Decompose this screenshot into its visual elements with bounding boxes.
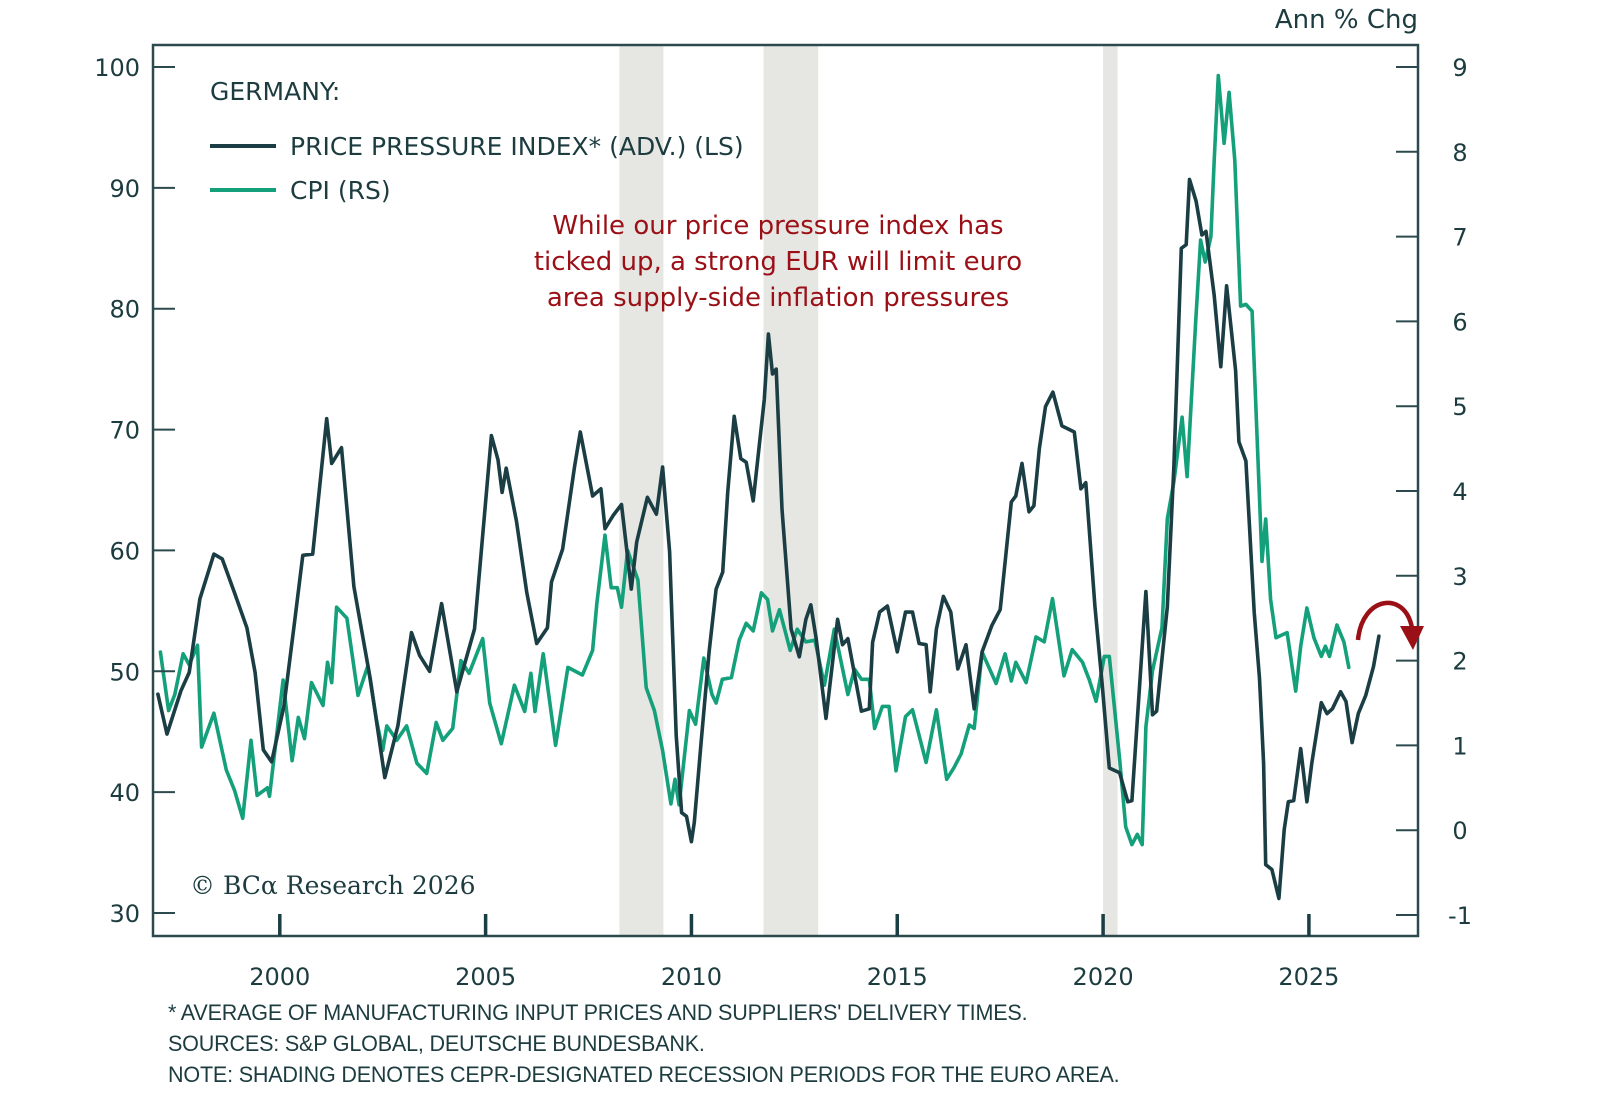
legend: GERMANY: PRICE PRESSURE INDEX* (ADV.) (L…: [210, 77, 744, 205]
left-axis: 100 90 80 70 60 50 40 30: [94, 54, 175, 928]
series-line-cpi: [158, 73, 1351, 847]
left-tick-label: 50: [109, 658, 140, 686]
legend-label-cpi: CPI (RS): [290, 176, 391, 205]
legend-label-ppi: PRICE PRESSURE INDEX* (ADV.) (LS): [290, 132, 744, 161]
annotation-line-3: area supply-side inflation pressures: [547, 283, 1009, 313]
x-tick-label: 2015: [867, 963, 928, 991]
right-tick-label: 0: [1452, 817, 1467, 845]
downturn-arrow-icon: [1355, 600, 1424, 650]
right-tick-label: 4: [1452, 478, 1467, 506]
left-tick-label: 30: [109, 900, 140, 928]
annotation: While our price pressure index has ticke…: [534, 211, 1022, 313]
x-tick-label: 2005: [455, 963, 516, 991]
right-tick-label: 5: [1452, 393, 1467, 421]
x-tick-label: 2025: [1278, 963, 1339, 991]
annotation-line-1: While our price pressure index has: [552, 211, 1003, 241]
series-layer: [156, 73, 1381, 901]
copyright: © BCα Research 2026: [190, 871, 476, 900]
left-tick-label: 100: [94, 54, 140, 82]
left-tick-label: 80: [109, 296, 140, 324]
recession-band-2: [763, 45, 819, 936]
x-tick-label: 2010: [661, 963, 722, 991]
series-line-price-pressure-index: [156, 177, 1381, 901]
recession-shading-layer: [619, 45, 1118, 936]
legend-title: GERMANY:: [210, 77, 340, 106]
annotation-line-2: ticked up, a strong EUR will limit euro: [534, 247, 1022, 277]
recession-band-1: [619, 45, 664, 936]
arrow-head: [1400, 626, 1424, 650]
right-tick-label: -1: [1448, 902, 1472, 930]
footnote-definition: * AVERAGE OF MANUFACTURING INPUT PRICES …: [168, 1000, 1028, 1025]
right-tick-label: 1: [1452, 732, 1467, 760]
x-axis: 2000 2005 2010 2015 2020 2025: [249, 914, 1339, 991]
left-tick-label: 40: [109, 779, 140, 807]
footnote-note: NOTE: SHADING DENOTES CEPR-DESIGNATED RE…: [168, 1062, 1120, 1087]
left-tick-label: 90: [109, 175, 140, 203]
x-tick-label: 2000: [249, 963, 310, 991]
right-tick-label: 3: [1452, 563, 1467, 591]
footnote-sources: SOURCES: S&P GLOBAL, DEUTSCHE BUNDESBANK…: [168, 1031, 705, 1056]
right-tick-label: 8: [1452, 139, 1467, 167]
left-tick-label: 60: [109, 537, 140, 565]
right-tick-label: 9: [1452, 54, 1467, 82]
right-tick-label: 2: [1452, 648, 1467, 676]
recession-band-3: [1103, 45, 1118, 936]
x-tick-label: 2020: [1073, 963, 1134, 991]
arrow-arc: [1355, 600, 1415, 641]
right-tick-label: 7: [1452, 224, 1467, 252]
left-tick-label: 70: [109, 417, 140, 445]
right-tick-label: 6: [1452, 308, 1467, 336]
right-axis: 9 8 7 6 5 4 3 2 1 0 -1: [1396, 54, 1472, 930]
right-axis-title: Ann % Chg: [1275, 5, 1418, 35]
